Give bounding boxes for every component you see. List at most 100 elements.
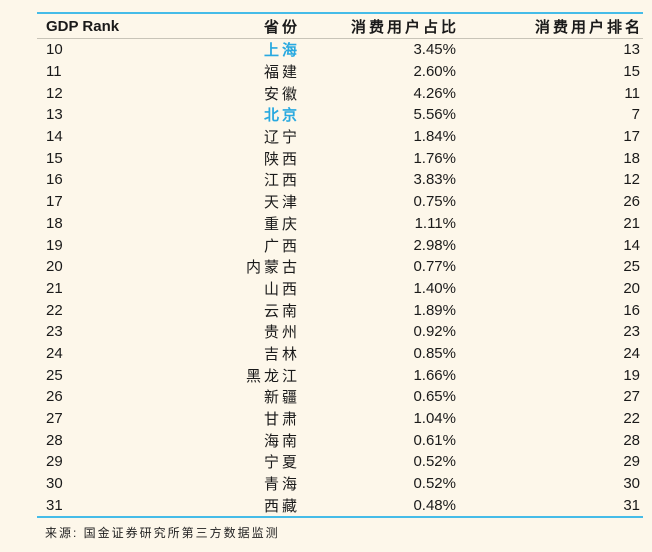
province-cell: 陕西 <box>263 150 300 168</box>
consumer-share-cell: 0.75% <box>413 193 456 211</box>
gdp-rank-cell: 13 <box>46 106 63 124</box>
table-row: 25 黑龙江 1.66% 19 <box>37 364 643 386</box>
province-cell: 天津 <box>263 194 300 212</box>
consumer-rank-cell: 26 <box>623 193 640 211</box>
consumer-share-cell: 1.40% <box>413 279 456 297</box>
gdp-rank-cell: 18 <box>46 214 63 232</box>
column-header-0: GDP Rank <box>37 13 243 39</box>
table-row: 12 安徽 4.26% 11 <box>37 82 643 104</box>
gdp-rank-cell: 11 <box>46 63 62 81</box>
gdp-rank-cell: 23 <box>46 323 63 341</box>
gdp-rank-cell: 17 <box>46 193 63 211</box>
consumer-share-cell: 1.04% <box>413 410 456 428</box>
table-row: 14 辽宁 1.84% 17 <box>37 126 643 148</box>
consumer-rank-cell: 24 <box>623 344 640 362</box>
consumer-share-cell: 1.84% <box>413 128 456 146</box>
table-row: 16 江西 3.83% 12 <box>37 169 643 191</box>
table-row: 28 海南 0.61% 28 <box>37 429 643 451</box>
table-row: 29 宁夏 0.52% 29 <box>37 451 643 473</box>
consumer-share-cell: 1.89% <box>413 301 456 319</box>
gdp-rank-cell: 22 <box>46 301 63 319</box>
gdp-rank-cell: 25 <box>46 366 63 384</box>
table-row: 20 内蒙古 0.77% 25 <box>37 256 643 278</box>
column-header-3: 消费用户排名 <box>468 13 643 39</box>
gdp-rank-cell: 16 <box>46 171 63 189</box>
gdp-rank-cell: 24 <box>46 344 63 362</box>
gdp-rank-cell: 10 <box>46 41 63 59</box>
consumer-rank-cell: 17 <box>623 128 640 146</box>
province-cell: 海南 <box>263 432 300 450</box>
province-cell: 福建 <box>263 64 300 82</box>
province-cell: 青海 <box>263 476 300 494</box>
consumer-rank-cell: 30 <box>623 475 640 493</box>
consumer-share-cell: 0.52% <box>413 453 456 471</box>
province-cell: 吉林 <box>263 345 300 363</box>
gdp-rank-cell: 26 <box>46 388 63 406</box>
consumer-share-cell: 5.56% <box>413 106 456 124</box>
consumer-rank-cell: 23 <box>623 323 640 341</box>
gdp-rank-cell: 19 <box>46 236 63 254</box>
province-cell: 新疆 <box>263 389 300 407</box>
consumer-rank-cell: 7 <box>631 106 640 124</box>
consumer-rank-cell: 28 <box>623 431 640 449</box>
table-row: 21 山西 1.40% 20 <box>37 278 643 300</box>
province-cell: 内蒙古 <box>245 259 300 277</box>
consumer-share-cell: 0.61% <box>413 431 456 449</box>
table-row: 31 西藏 0.48% 31 <box>37 494 643 517</box>
consumer-share-cell: 1.66% <box>413 366 456 384</box>
gdp-rank-cell: 21 <box>46 279 63 297</box>
consumer-share-cell: 3.83% <box>413 171 456 189</box>
gdp-rank-cell: 28 <box>46 431 63 449</box>
consumer-rank-cell: 11 <box>624 84 640 102</box>
gdp-rank-cell: 29 <box>46 453 63 471</box>
consumer-share-cell: 3.45% <box>413 41 456 59</box>
consumer-share-cell: 1.76% <box>413 149 456 167</box>
column-header-1: 省份 <box>243 13 341 39</box>
province-cell: 辽宁 <box>263 129 300 147</box>
province-cell: 北京 <box>263 107 300 125</box>
gdp-rank-cell: 20 <box>46 258 63 276</box>
table-row: 19 广西 2.98% 14 <box>37 234 643 256</box>
consumer-rank-cell: 12 <box>623 171 640 189</box>
table-row: 22 云南 1.89% 16 <box>37 299 643 321</box>
province-cell: 云南 <box>263 302 300 320</box>
table-row: 30 青海 0.52% 30 <box>37 473 643 495</box>
province-cell: 甘肃 <box>263 411 300 429</box>
gdp-rank-cell: 31 <box>46 496 63 514</box>
table-row: 13 北京 5.56% 7 <box>37 104 643 126</box>
table-row: 26 新疆 0.65% 27 <box>37 386 643 408</box>
consumer-rank-cell: 31 <box>623 496 640 514</box>
province-cell: 重庆 <box>263 215 300 233</box>
table-row: 24 吉林 0.85% 24 <box>37 343 643 365</box>
consumer-share-cell: 0.85% <box>413 344 456 362</box>
province-cell: 江西 <box>263 172 300 190</box>
gdp-rank-cell: 14 <box>46 128 63 146</box>
source-note: 来源: 国金证券研究所第三方数据监测 <box>45 526 280 540</box>
gdp-rank-cell: 30 <box>46 475 63 493</box>
province-cell: 宁夏 <box>263 454 300 472</box>
gdp-consumer-share-table: GDP Rank 省份 消费用户占比 消费用户排名 10 上海 3.45% 13 11 福建 2.… <box>37 12 643 519</box>
table-row: 23 贵州 0.92% 23 <box>37 321 643 343</box>
consumer-share-cell: 0.65% <box>413 388 456 406</box>
table-row: 15 陕西 1.76% 18 <box>37 147 643 169</box>
province-cell: 山西 <box>263 280 300 298</box>
column-header-2: 消费用户占比 <box>341 13 468 39</box>
province-cell: 安徽 <box>263 85 300 103</box>
table-row: 10 上海 3.45% 13 <box>37 39 643 61</box>
table-row: 11 福建 2.60% 15 <box>37 61 643 83</box>
consumer-rank-cell: 25 <box>623 258 640 276</box>
consumer-rank-cell: 27 <box>623 388 640 406</box>
consumer-share-cell: 0.52% <box>413 475 456 493</box>
consumer-share-cell: 0.92% <box>413 323 456 341</box>
consumer-rank-cell: 29 <box>623 453 640 471</box>
consumer-rank-cell: 20 <box>623 279 640 297</box>
consumer-share-cell: 1.11% <box>414 214 456 232</box>
table-header: GDP Rank 省份 消费用户占比 消费用户排名 <box>37 13 643 39</box>
consumer-share-cell: 2.98% <box>413 236 456 254</box>
header-row: GDP Rank 省份 消费用户占比 消费用户排名 <box>37 13 643 39</box>
consumer-rank-cell: 16 <box>623 301 640 319</box>
province-cell: 黑龙江 <box>245 367 300 385</box>
consumer-rank-cell: 13 <box>623 41 640 59</box>
consumer-share-cell: 0.77% <box>413 258 456 276</box>
gdp-rank-cell: 15 <box>46 149 63 167</box>
